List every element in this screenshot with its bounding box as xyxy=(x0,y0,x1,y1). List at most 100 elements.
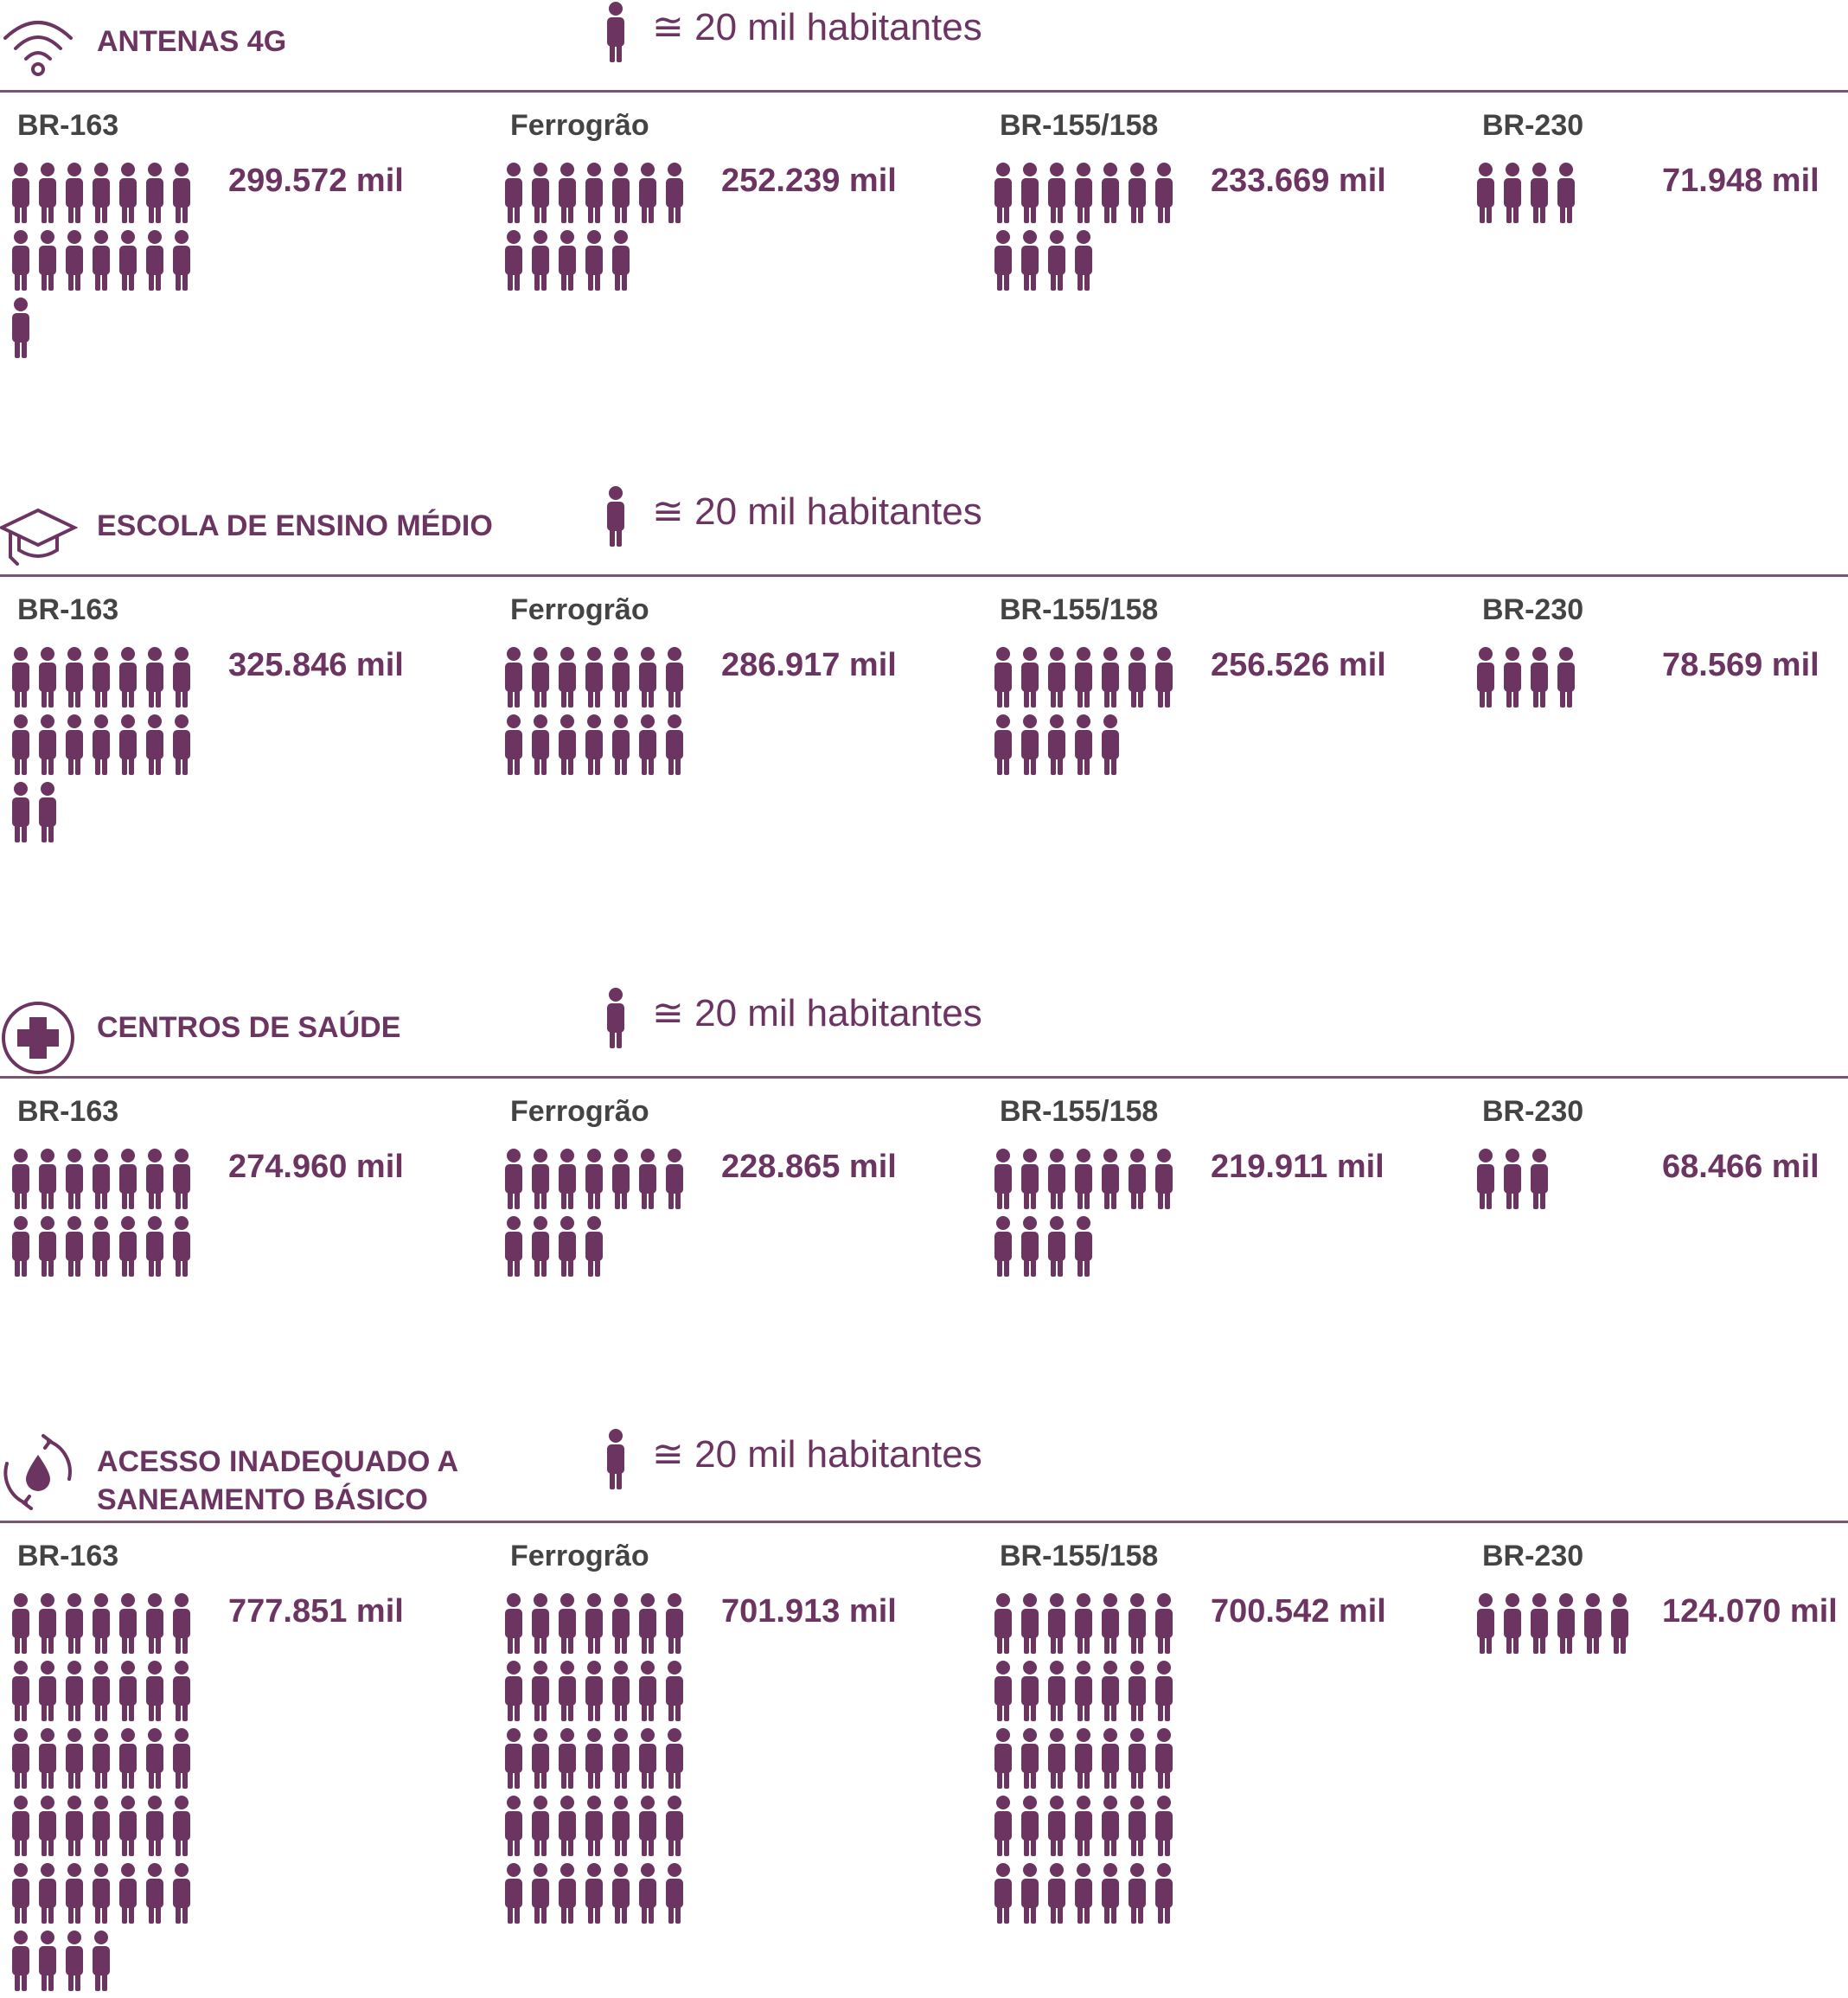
person-icon xyxy=(559,1149,576,1209)
person-icon xyxy=(12,1149,29,1209)
person-icon xyxy=(639,647,656,708)
person-icon xyxy=(1477,1149,1494,1209)
person-icon xyxy=(666,1661,683,1721)
person-icon xyxy=(666,1863,683,1924)
section-title: ACESSO INADEQUADO A SANEAMENTO BÁSICO xyxy=(97,1445,459,1516)
pictogram-group xyxy=(12,1593,190,1991)
person-icon xyxy=(1075,163,1092,223)
person-icon xyxy=(146,163,163,223)
person-icon xyxy=(666,647,683,708)
person-icon xyxy=(146,1728,163,1789)
person-icon xyxy=(1048,1149,1065,1209)
person-icon xyxy=(12,1796,29,1856)
person-icon xyxy=(585,1796,603,1856)
person-icon xyxy=(146,1661,163,1721)
person-icon xyxy=(12,647,29,708)
pictogram-group xyxy=(12,647,190,842)
person-icon xyxy=(559,1796,576,1856)
person-icon xyxy=(1048,647,1065,708)
person-icon xyxy=(39,1149,56,1209)
person-icon xyxy=(1102,1796,1119,1856)
person-icon xyxy=(532,1863,549,1924)
person-icon xyxy=(505,1216,522,1277)
person-icon xyxy=(1102,1149,1119,1209)
person-icon xyxy=(173,1863,190,1924)
section-divider xyxy=(0,574,1848,577)
person-icon xyxy=(612,1661,630,1721)
person-icon xyxy=(93,1931,110,1991)
person-icon xyxy=(12,714,29,775)
person-icon xyxy=(559,230,576,291)
person-icon xyxy=(994,1863,1012,1924)
person-icon xyxy=(66,1863,83,1924)
route-label: BR-155/158 xyxy=(1000,1540,1159,1572)
person-icon xyxy=(119,1661,137,1721)
person-icon xyxy=(1102,163,1119,223)
person-icon xyxy=(1129,163,1146,223)
person-icon xyxy=(1021,647,1039,708)
population-value: 274.960 mil xyxy=(228,1149,404,1185)
person-icon xyxy=(612,647,630,708)
population-value: 71.948 mil xyxy=(1662,163,1819,199)
person-icon xyxy=(994,1796,1012,1856)
person-icon xyxy=(1021,1149,1039,1209)
population-value: 233.669 mil xyxy=(1211,163,1386,199)
person-icon xyxy=(1021,714,1039,775)
population-value: 286.917 mil xyxy=(721,647,897,683)
person-icon xyxy=(559,1728,576,1789)
person-icon xyxy=(559,1661,576,1721)
person-icon xyxy=(1531,647,1548,708)
person-icon xyxy=(66,1593,83,1654)
person-icon xyxy=(66,163,83,223)
route-label: BR-230 xyxy=(1482,593,1584,626)
person-icon xyxy=(146,714,163,775)
route-label: BR-230 xyxy=(1482,1540,1584,1572)
person-icon xyxy=(505,230,522,291)
person-icon xyxy=(93,1216,110,1277)
person-icon xyxy=(505,1149,522,1209)
pictogram-group xyxy=(505,647,683,775)
person-icon xyxy=(1048,1728,1065,1789)
water-recycle-icon xyxy=(3,1434,72,1510)
person-icon xyxy=(639,1796,656,1856)
person-icon xyxy=(666,714,683,775)
person-icon xyxy=(1155,163,1173,223)
person-icon xyxy=(585,230,603,291)
person-icon xyxy=(12,1931,29,1991)
person-icon xyxy=(146,230,163,291)
person-icon xyxy=(1048,1216,1065,1277)
person-icon xyxy=(93,1863,110,1924)
person-icon xyxy=(39,782,56,842)
person-icon xyxy=(119,647,137,708)
population-value: 252.239 mil xyxy=(721,163,897,199)
person-icon xyxy=(1611,1593,1628,1654)
person-icon xyxy=(612,230,630,291)
person-icon xyxy=(1048,714,1065,775)
person-icon xyxy=(1075,1216,1092,1277)
person-icon xyxy=(146,1216,163,1277)
person-icon xyxy=(994,163,1012,223)
person-icon xyxy=(994,1593,1012,1654)
person-icon xyxy=(532,1796,549,1856)
person-icon xyxy=(93,230,110,291)
route-label: BR-163 xyxy=(17,1095,119,1128)
person-icon xyxy=(173,714,190,775)
person-icon xyxy=(532,230,549,291)
person-icon xyxy=(1102,1863,1119,1924)
population-value: 325.846 mil xyxy=(228,647,404,683)
person-icon xyxy=(12,1661,29,1721)
pictogram-group xyxy=(505,163,683,291)
person-icon xyxy=(1075,1728,1092,1789)
person-icon xyxy=(93,1728,110,1789)
person-icon xyxy=(585,714,603,775)
pictogram-group xyxy=(1477,1593,1628,1654)
person-icon xyxy=(66,1931,83,1991)
person-icon xyxy=(1021,1593,1039,1654)
person-icon xyxy=(559,647,576,708)
person-icon xyxy=(1021,1661,1039,1721)
person-icon xyxy=(639,1728,656,1789)
person-icon xyxy=(612,163,630,223)
legend-person-icon xyxy=(607,486,624,547)
legend-unit-text: ≅ 20 mil habitantes xyxy=(652,992,982,1034)
person-icon xyxy=(532,1661,549,1721)
